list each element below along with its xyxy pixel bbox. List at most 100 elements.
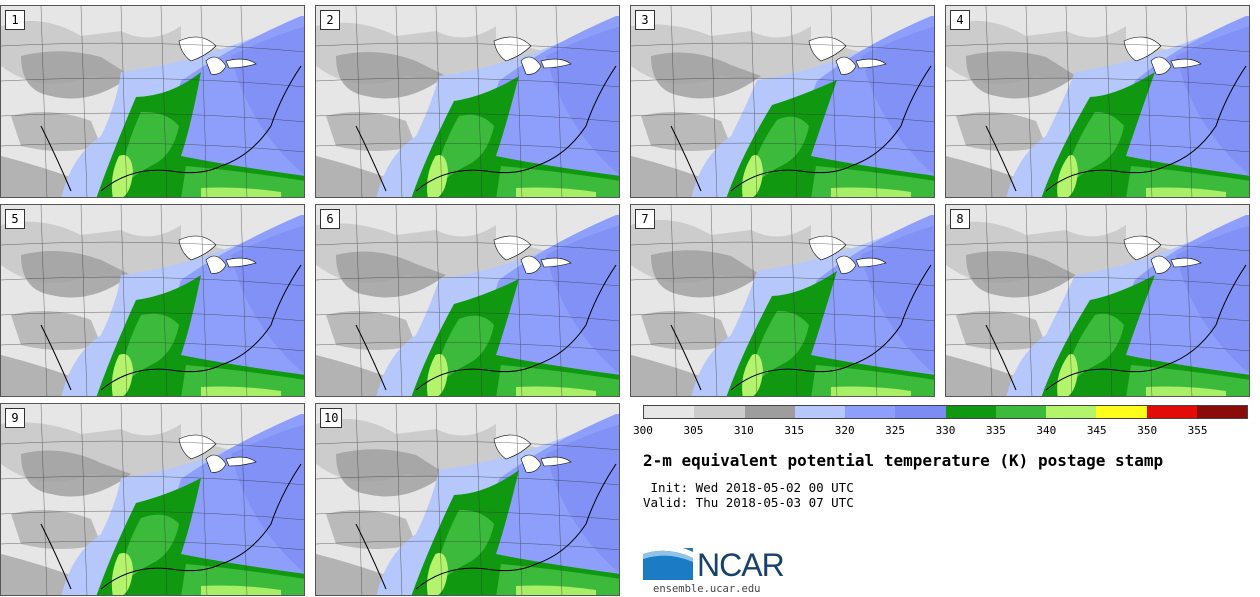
map-shape	[120, 6, 128, 197]
map-shape	[355, 404, 363, 595]
member-number: 6	[320, 209, 340, 229]
map-shape	[11, 311, 101, 350]
map-shape	[946, 311, 1249, 322]
map-shape	[395, 6, 403, 197]
map-shape	[631, 112, 934, 123]
map-shape	[316, 142, 619, 153]
map-shape	[1170, 58, 1202, 69]
map-shape	[641, 311, 731, 350]
map-shape	[750, 205, 758, 396]
member-panel: 4	[945, 5, 1250, 198]
map-shape	[434, 509, 494, 589]
map-shape	[830, 6, 838, 197]
member-number: 1	[5, 10, 25, 30]
map-shape	[726, 80, 934, 197]
map-shape	[435, 205, 443, 396]
map-shape	[160, 404, 168, 595]
map-shape	[1, 510, 304, 521]
map-shape	[946, 112, 1249, 123]
member-map	[316, 205, 619, 396]
map-shape	[956, 311, 1046, 350]
map-shape	[111, 354, 133, 396]
map-shape	[670, 65, 932, 192]
colorbar-tick-labels: 300 305 310 315 320 325 330 335 340 345 350 355	[633, 424, 1248, 440]
map-shape	[641, 112, 731, 151]
map-shape	[1, 554, 81, 595]
map-shape	[316, 355, 396, 396]
map-shape	[240, 404, 248, 595]
map-shape	[631, 142, 934, 153]
map-shape	[225, 456, 257, 467]
map-shape	[1057, 354, 1078, 396]
map-shape	[1145, 6, 1153, 197]
member-panel: 1	[0, 5, 305, 198]
map-shape	[316, 77, 619, 88]
member-number: 4	[950, 10, 970, 30]
map-shape	[749, 116, 809, 191]
logo-text: NCAR	[697, 547, 785, 583]
map-shape	[631, 205, 934, 396]
map-shape	[1, 77, 304, 88]
map-shape	[1, 42, 304, 53]
map-shape	[316, 6, 619, 197]
map-shape	[831, 386, 911, 396]
map-shape	[119, 514, 179, 589]
map-shape	[985, 205, 993, 396]
colorbar	[643, 405, 1248, 419]
member-panel: 9	[0, 403, 305, 596]
map-shape	[870, 205, 878, 396]
map-shape	[326, 510, 416, 549]
member-panel: 2	[315, 5, 620, 198]
colorbar-swatch	[1146, 406, 1197, 418]
init-time: Init: Wed 2018-05-02 00 UTC	[643, 480, 854, 495]
map-shape	[946, 156, 1026, 197]
map-shape	[1146, 187, 1226, 197]
map-shape	[435, 6, 443, 197]
map-shape	[946, 276, 1249, 287]
colorbar-tick-label: 330	[935, 424, 956, 437]
colorbar-tick-label: 345	[1086, 424, 1107, 437]
map-shape	[316, 510, 619, 521]
map-shape	[985, 264, 1247, 391]
map-shape	[316, 311, 619, 322]
map-shape	[1105, 6, 1113, 197]
colorbar-swatch	[895, 406, 946, 418]
map-shape	[119, 313, 179, 390]
map-shape	[1123, 235, 1162, 261]
map-shape	[1064, 313, 1124, 390]
map-shape	[316, 205, 619, 396]
map-shape	[651, 250, 761, 298]
map-shape	[40, 205, 48, 396]
ncar-logo	[643, 544, 693, 580]
map-shape	[316, 156, 396, 197]
map-shape	[316, 404, 619, 595]
map-shape	[749, 310, 809, 390]
map-shape	[21, 450, 131, 497]
map-shape	[426, 155, 448, 197]
map-shape	[520, 454, 542, 473]
map-shape	[40, 65, 302, 192]
logo-url: ensemble.ucar.edu	[653, 583, 761, 595]
member-map	[316, 6, 619, 197]
map-shape	[21, 251, 131, 298]
map-shape	[631, 241, 934, 252]
map-shape	[515, 205, 523, 396]
map-shape	[316, 42, 619, 53]
map-shape	[1, 440, 304, 451]
map-shape	[710, 6, 718, 197]
map-shape	[355, 65, 617, 192]
map-shape	[790, 6, 798, 197]
member-panel: 10	[315, 403, 620, 596]
map-shape	[1, 276, 304, 287]
member-map	[316, 404, 619, 595]
map-shape	[670, 264, 932, 391]
map-shape	[555, 205, 563, 396]
member-map	[1, 6, 304, 197]
member-number: 8	[950, 209, 970, 229]
map-shape	[750, 6, 758, 197]
map-shape	[120, 205, 128, 396]
map-shape	[555, 404, 563, 595]
map-shape	[240, 205, 248, 396]
map-shape	[434, 315, 494, 390]
map-shape	[316, 540, 619, 551]
